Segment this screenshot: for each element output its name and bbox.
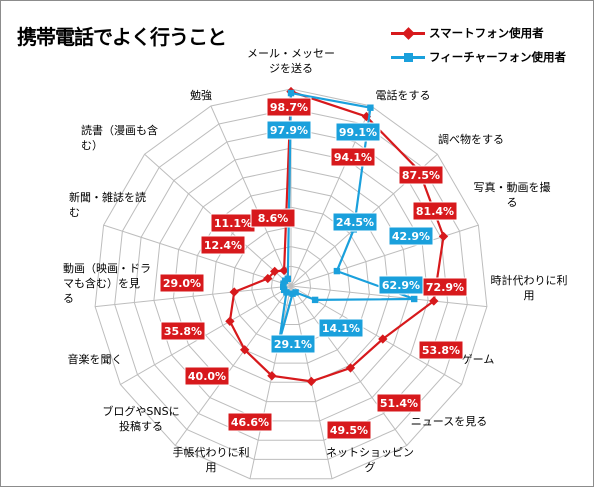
featurephone-point xyxy=(367,104,374,111)
smartphone-data-label-box xyxy=(227,412,273,432)
featurephone-data-label-box xyxy=(266,120,312,140)
category-label: 勉強 xyxy=(190,88,212,102)
featurephone-data-label: 42.9% xyxy=(392,230,430,243)
smartphone-data-label: 46.6% xyxy=(231,416,269,429)
smartphone-data-label-box xyxy=(266,97,312,117)
smartphone-point xyxy=(306,376,316,387)
smartphone-data-label: 35.8% xyxy=(164,325,202,338)
smartphone-data-label: 87.5% xyxy=(402,169,440,182)
category-label: 電話をする xyxy=(376,88,431,102)
grid-spoke xyxy=(95,285,292,308)
grid-spoke xyxy=(290,285,462,385)
smartphone-point xyxy=(438,231,449,242)
grid-ring xyxy=(251,246,331,325)
smartphone-point xyxy=(345,363,356,373)
category-label: ゲーム xyxy=(462,353,495,366)
featurephone-point xyxy=(289,290,296,297)
featurephone-data-label-box xyxy=(388,226,434,246)
category-label: ネットショッピング xyxy=(326,446,414,474)
smartphone-data-label: 29.0% xyxy=(163,277,201,290)
smartphone-point xyxy=(240,345,250,355)
smartphone-data-label: 98.7% xyxy=(270,101,308,114)
grid-ring xyxy=(114,108,468,460)
category-label: 音楽を聞く xyxy=(68,352,123,366)
smartphone-data-label-box xyxy=(418,340,464,360)
featurephone-data-label: 14.1% xyxy=(322,322,360,335)
category-label: 時計代わりに利用 xyxy=(491,273,568,302)
chart-title: 携帯電話でよく行うこと xyxy=(17,25,227,49)
category-label: 動画（映画・ドラマも含む）を見る xyxy=(63,261,151,305)
smartphone-data-label-box xyxy=(160,321,206,341)
category-label: 写真・動画を撮る xyxy=(474,180,551,209)
smartphone-point xyxy=(267,371,277,381)
smartphone-data-label-box xyxy=(200,235,246,255)
category-label: メール・メッセージを送る xyxy=(247,47,335,75)
category-label: 手帳代わりに利用 xyxy=(173,445,250,474)
smartphone-data-label-box xyxy=(250,208,296,228)
grid-spoke xyxy=(174,285,292,446)
smartphone-data-label: 11.1% xyxy=(214,217,252,230)
grid-spoke xyxy=(210,105,292,287)
category-label: ブログやSNSに投稿する xyxy=(102,404,179,433)
smartphone-data-label-box xyxy=(398,165,444,185)
smartphone-data-label-box xyxy=(412,201,458,221)
smartphone-data-label: 94.1% xyxy=(334,151,372,164)
smartphone-data-label: 53.8% xyxy=(422,344,460,357)
smartphone-data-label-box xyxy=(159,273,205,293)
smartphone-data-label-box xyxy=(330,147,376,167)
featurephone-data-label: 99.1% xyxy=(339,126,377,139)
featurephone-data-label: 97.9% xyxy=(270,124,308,137)
smartphone-data-label: 8.6% xyxy=(258,212,289,225)
featurephone-point xyxy=(284,275,291,282)
grid-spoke xyxy=(120,285,292,385)
category-label: 読書（漫画も含む） xyxy=(81,123,158,152)
grid-ring xyxy=(153,147,429,422)
smartphone-data-label: 72.9% xyxy=(426,281,464,294)
smartphone-data-label-box xyxy=(184,366,230,386)
grid-ring xyxy=(94,88,488,480)
featurephone-data-label-box xyxy=(335,122,381,142)
smartphone-data-label: 81.4% xyxy=(416,205,454,218)
featurephone-data-label-box xyxy=(378,275,424,295)
smartphone-point xyxy=(429,296,439,306)
smartphone-data-label: 49.5% xyxy=(330,424,368,437)
featurephone-data-label: 62.9% xyxy=(382,279,420,292)
smartphone-data-label: 40.0% xyxy=(188,370,226,383)
featurephone-data-label-box xyxy=(318,318,364,338)
featurephone-point xyxy=(411,295,418,303)
category-label: ニュースを見る xyxy=(411,415,487,428)
smartphone-point xyxy=(378,334,388,344)
smartphone-point xyxy=(229,287,239,297)
category-label: 調べ物をする xyxy=(438,132,504,146)
smartphone-point xyxy=(279,265,289,276)
smartphone-data-label: 51.4% xyxy=(380,397,418,410)
grid-spoke xyxy=(103,224,292,287)
grid-spoke xyxy=(290,285,487,308)
featurephone-point xyxy=(287,89,295,97)
legend-label-smartphone: スマートフォン使用者 xyxy=(429,26,544,40)
category-label: 新聞・雑誌を読む xyxy=(69,190,146,219)
legend-marker-featurephone xyxy=(404,53,413,62)
featurephone-point xyxy=(311,296,319,304)
grid-ring xyxy=(270,265,312,306)
featurephone-data-label: 29.1% xyxy=(274,338,312,351)
smartphone-data-label: 12.4% xyxy=(204,239,242,252)
featurephone-data-label-box xyxy=(270,334,316,354)
featurephone-point xyxy=(333,267,341,275)
smartphone-data-label-box xyxy=(376,393,422,413)
smartphone-data-label-box xyxy=(326,420,372,440)
featurephone-data-label-box xyxy=(332,212,378,232)
legend-label-featurephone: フィーチャーフォン使用者 xyxy=(429,50,566,64)
grid-spoke xyxy=(249,285,292,479)
smartphone-point xyxy=(263,273,273,284)
featurephone-data-label: 24.5% xyxy=(336,216,374,229)
smartphone-point xyxy=(270,266,280,277)
smartphone-point xyxy=(225,316,235,326)
grid-spoke xyxy=(290,224,479,287)
